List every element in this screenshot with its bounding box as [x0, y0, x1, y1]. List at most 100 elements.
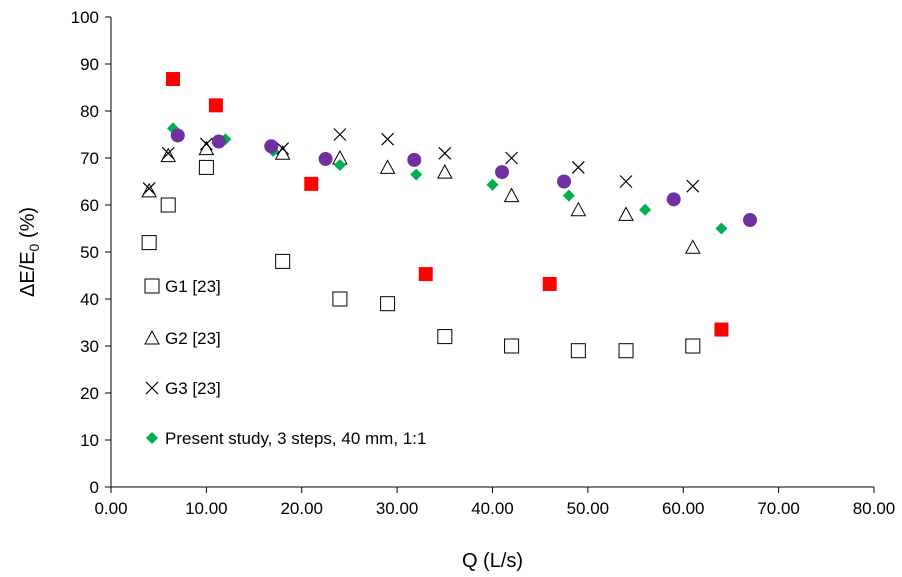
data-point-x [571, 160, 585, 174]
data-point-filled-square [418, 267, 433, 282]
data-point-x [333, 128, 347, 141]
data-point-open-triangle [503, 187, 520, 203]
y-axis-title-main: ΔE/E [17, 251, 39, 297]
data-point-open-square [437, 329, 453, 345]
legend: G1 [23] G2 [23] G3 [23] Present study, 3 st… [144, 277, 426, 448]
data-point-filled-circle [495, 165, 510, 180]
data-point-filled-diamond [333, 159, 346, 172]
legend-label: G3 [23] [165, 379, 221, 398]
x-axis-ticks: 0.00 10.00 20.00 30.00 40.00 50.00 60.00 70.00 8… [94, 487, 895, 518]
data-point-filled-diamond [410, 168, 423, 181]
data-point-filled-circle [264, 139, 279, 154]
series-filled-diamond [166, 122, 728, 235]
series-filled-square [165, 72, 729, 337]
legend-marker-open-triangle [144, 329, 160, 345]
y-tick-label: 30 [80, 337, 99, 356]
data-point-open-square [380, 296, 396, 312]
y-axis-title-unit: (%) [17, 207, 39, 244]
y-tick-label: 60 [80, 196, 99, 215]
data-point-open-square [198, 159, 214, 175]
data-point-filled-circle [211, 134, 226, 149]
series-x [142, 128, 700, 195]
data-point-filled-diamond [639, 203, 652, 216]
data-point-x [505, 151, 518, 165]
data-point-filled-square [165, 72, 180, 87]
data-point-open-square [618, 343, 634, 359]
y-tick-label: 10 [80, 431, 99, 450]
data-point-filled-circle [170, 128, 185, 143]
y-tick-label: 0 [90, 478, 99, 497]
data-point-filled-square [714, 322, 729, 337]
x-tick-label: 70.00 [757, 499, 800, 518]
data-point-open-triangle [684, 239, 701, 254]
x-tick-label: 50.00 [567, 499, 610, 518]
x-tick-label: 30.00 [376, 499, 419, 518]
legend-entry: G2 [23] [144, 329, 221, 348]
data-point-open-square [685, 338, 701, 354]
y-axis-title: ΔE/E0 (%) [17, 207, 42, 297]
x-tick-label: 20.00 [280, 499, 323, 518]
y-tick-label: 100 [71, 8, 99, 27]
x-tick-label: 60.00 [662, 499, 705, 518]
data-point-filled-diamond [562, 189, 575, 202]
legend-entry: G1 [23] [144, 277, 221, 296]
data-point-x [199, 137, 213, 151]
data-point-open-square [504, 338, 520, 354]
legend-entry: Present study, 3 steps, 40 mm, 1:1 [146, 429, 426, 448]
series-open-square [141, 159, 701, 359]
data-point-filled-circle [557, 174, 572, 189]
legend-label: Present study, 3 steps, 40 mm, 1:1 [165, 429, 426, 448]
x-tick-label: 0.00 [94, 499, 127, 518]
data-point-filled-circle [743, 213, 758, 228]
data-point-x [161, 146, 175, 160]
data-point-open-square [570, 343, 586, 359]
data-point-open-triangle [570, 201, 587, 217]
y-tick-label: 20 [80, 384, 99, 403]
data-point-filled-diamond [715, 222, 728, 235]
data-point-open-triangle [141, 182, 157, 198]
legend-marker-x [145, 381, 159, 395]
data-point-filled-diamond [486, 178, 499, 191]
data-point-open-triangle [160, 147, 177, 163]
y-axis-ticks: 0 10 20 30 40 50 60 70 80 90 100 [71, 8, 111, 497]
data-point-filled-square [542, 276, 557, 291]
data-point-open-square [332, 291, 348, 307]
data-point-open-triangle [379, 159, 396, 174]
legend-marker-filled-diamond [146, 432, 158, 444]
x-axis-title: Q (L/s) [462, 550, 523, 572]
data-point-filled-circle [407, 152, 422, 167]
data-point-open-triangle [618, 206, 634, 221]
data-point-open-square [160, 197, 176, 213]
legend-label: G2 [23] [165, 329, 221, 348]
legend-marker-open-square [144, 278, 160, 294]
x-tick-label: 10.00 [185, 499, 228, 518]
y-tick-label: 70 [80, 149, 99, 168]
data-point-filled-square [208, 98, 223, 113]
data-point-x [686, 179, 700, 193]
data-point-x [381, 132, 395, 146]
data-point-x [438, 146, 452, 160]
data-point-x [276, 142, 290, 156]
y-tick-label: 40 [80, 290, 99, 309]
data-point-x [142, 182, 156, 195]
y-tick-label: 90 [80, 55, 99, 74]
data-point-filled-circle [318, 151, 333, 166]
series-filled-circle [170, 128, 758, 228]
legend-label: G1 [23] [165, 277, 221, 296]
data-point-open-triangle [436, 164, 453, 179]
x-tick-label: 80.00 [853, 499, 896, 518]
series-open-triangle [141, 140, 701, 254]
legend-entry: G3 [23] [145, 379, 221, 398]
series-layer [141, 72, 758, 359]
data-point-filled-square [304, 176, 319, 191]
y-axis-title-subscript: 0 [26, 243, 42, 251]
data-point-open-square [275, 253, 291, 269]
y-tick-label: 50 [80, 243, 99, 262]
data-point-filled-circle [666, 192, 681, 207]
data-point-open-square [141, 235, 157, 251]
x-tick-label: 40.00 [471, 499, 514, 518]
data-point-x [619, 175, 633, 188]
y-tick-label: 80 [80, 102, 99, 121]
plot-area [110, 17, 874, 488]
